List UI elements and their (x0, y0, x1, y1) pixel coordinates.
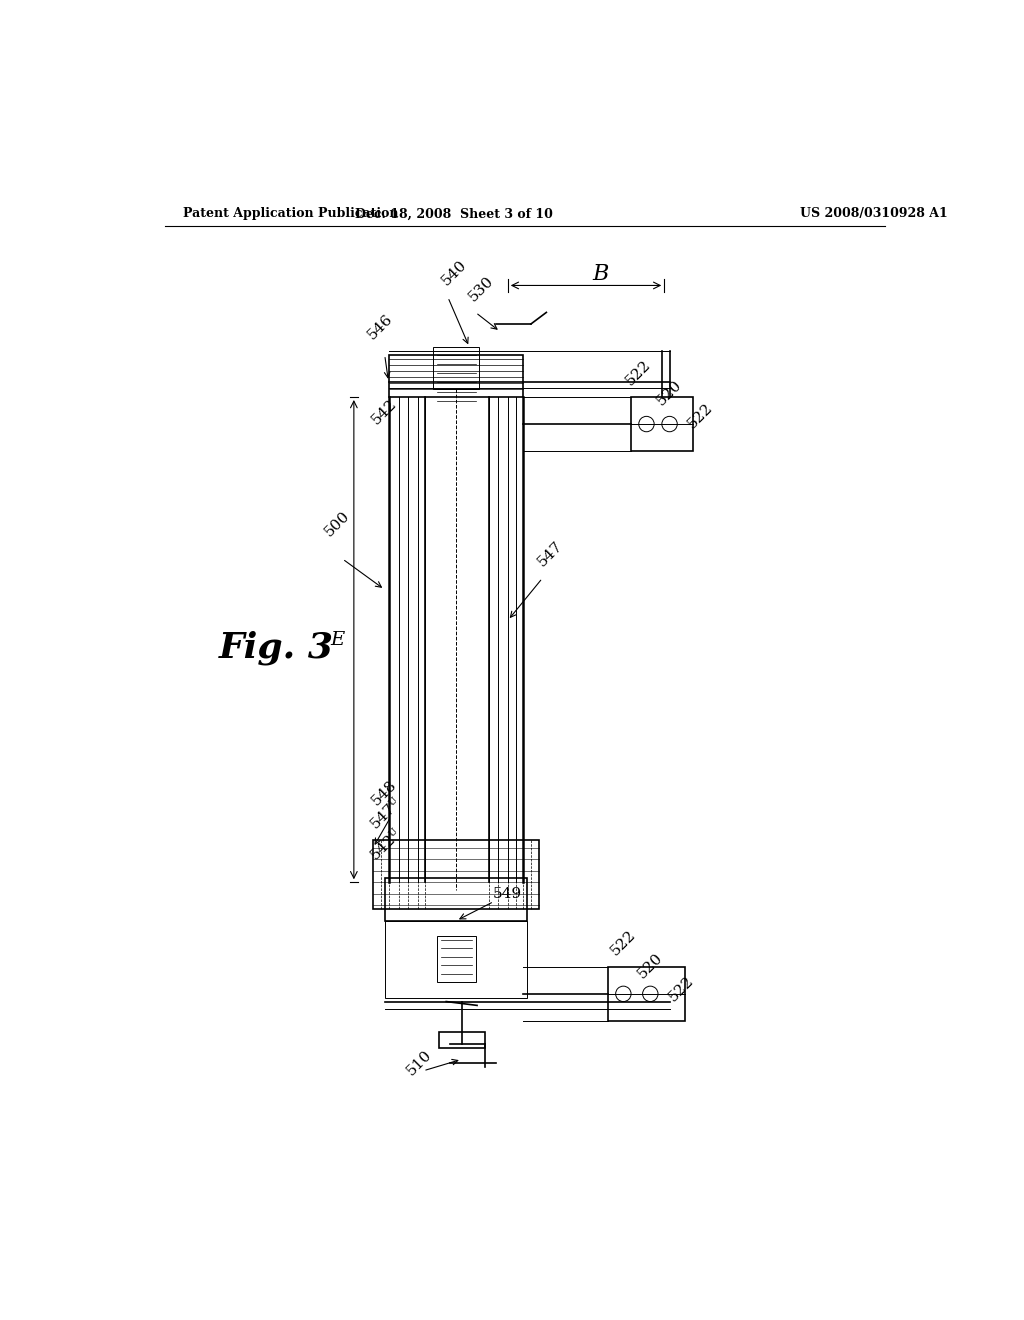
Text: 546: 546 (366, 312, 396, 342)
Text: 542ᵁ: 542ᵁ (368, 826, 404, 862)
Text: 520: 520 (635, 950, 666, 982)
Text: B: B (593, 263, 609, 285)
Text: 542: 542 (370, 396, 399, 428)
Text: 547ᵁ: 547ᵁ (368, 795, 403, 832)
Bar (631, 397, 692, 451)
Text: 510: 510 (403, 1047, 434, 1077)
Bar (437, 936, 475, 982)
Bar (608, 968, 685, 1020)
Bar (373, 840, 539, 909)
Text: 500: 500 (322, 508, 352, 539)
Bar (433, 347, 479, 389)
Bar (438, 1032, 484, 1048)
Text: 548: 548 (370, 777, 399, 808)
Bar (388, 355, 523, 397)
Text: 549: 549 (493, 887, 521, 900)
Text: 522: 522 (608, 928, 638, 958)
Text: 522: 522 (685, 400, 716, 430)
Text: 520: 520 (654, 378, 685, 408)
Text: Dec. 18, 2008  Sheet 3 of 10: Dec. 18, 2008 Sheet 3 of 10 (355, 207, 553, 220)
Text: Fig. 3: Fig. 3 (219, 630, 334, 664)
Text: 540: 540 (438, 257, 469, 289)
Text: Patent Application Publication: Patent Application Publication (183, 207, 398, 220)
Text: E: E (331, 631, 345, 648)
Bar (385, 878, 527, 921)
Bar (385, 921, 527, 998)
Text: 522: 522 (666, 974, 696, 1005)
Text: 530: 530 (466, 273, 496, 304)
Text: 522: 522 (624, 358, 654, 388)
Text: US 2008/0310928 A1: US 2008/0310928 A1 (801, 207, 948, 220)
Text: 547: 547 (535, 539, 565, 569)
